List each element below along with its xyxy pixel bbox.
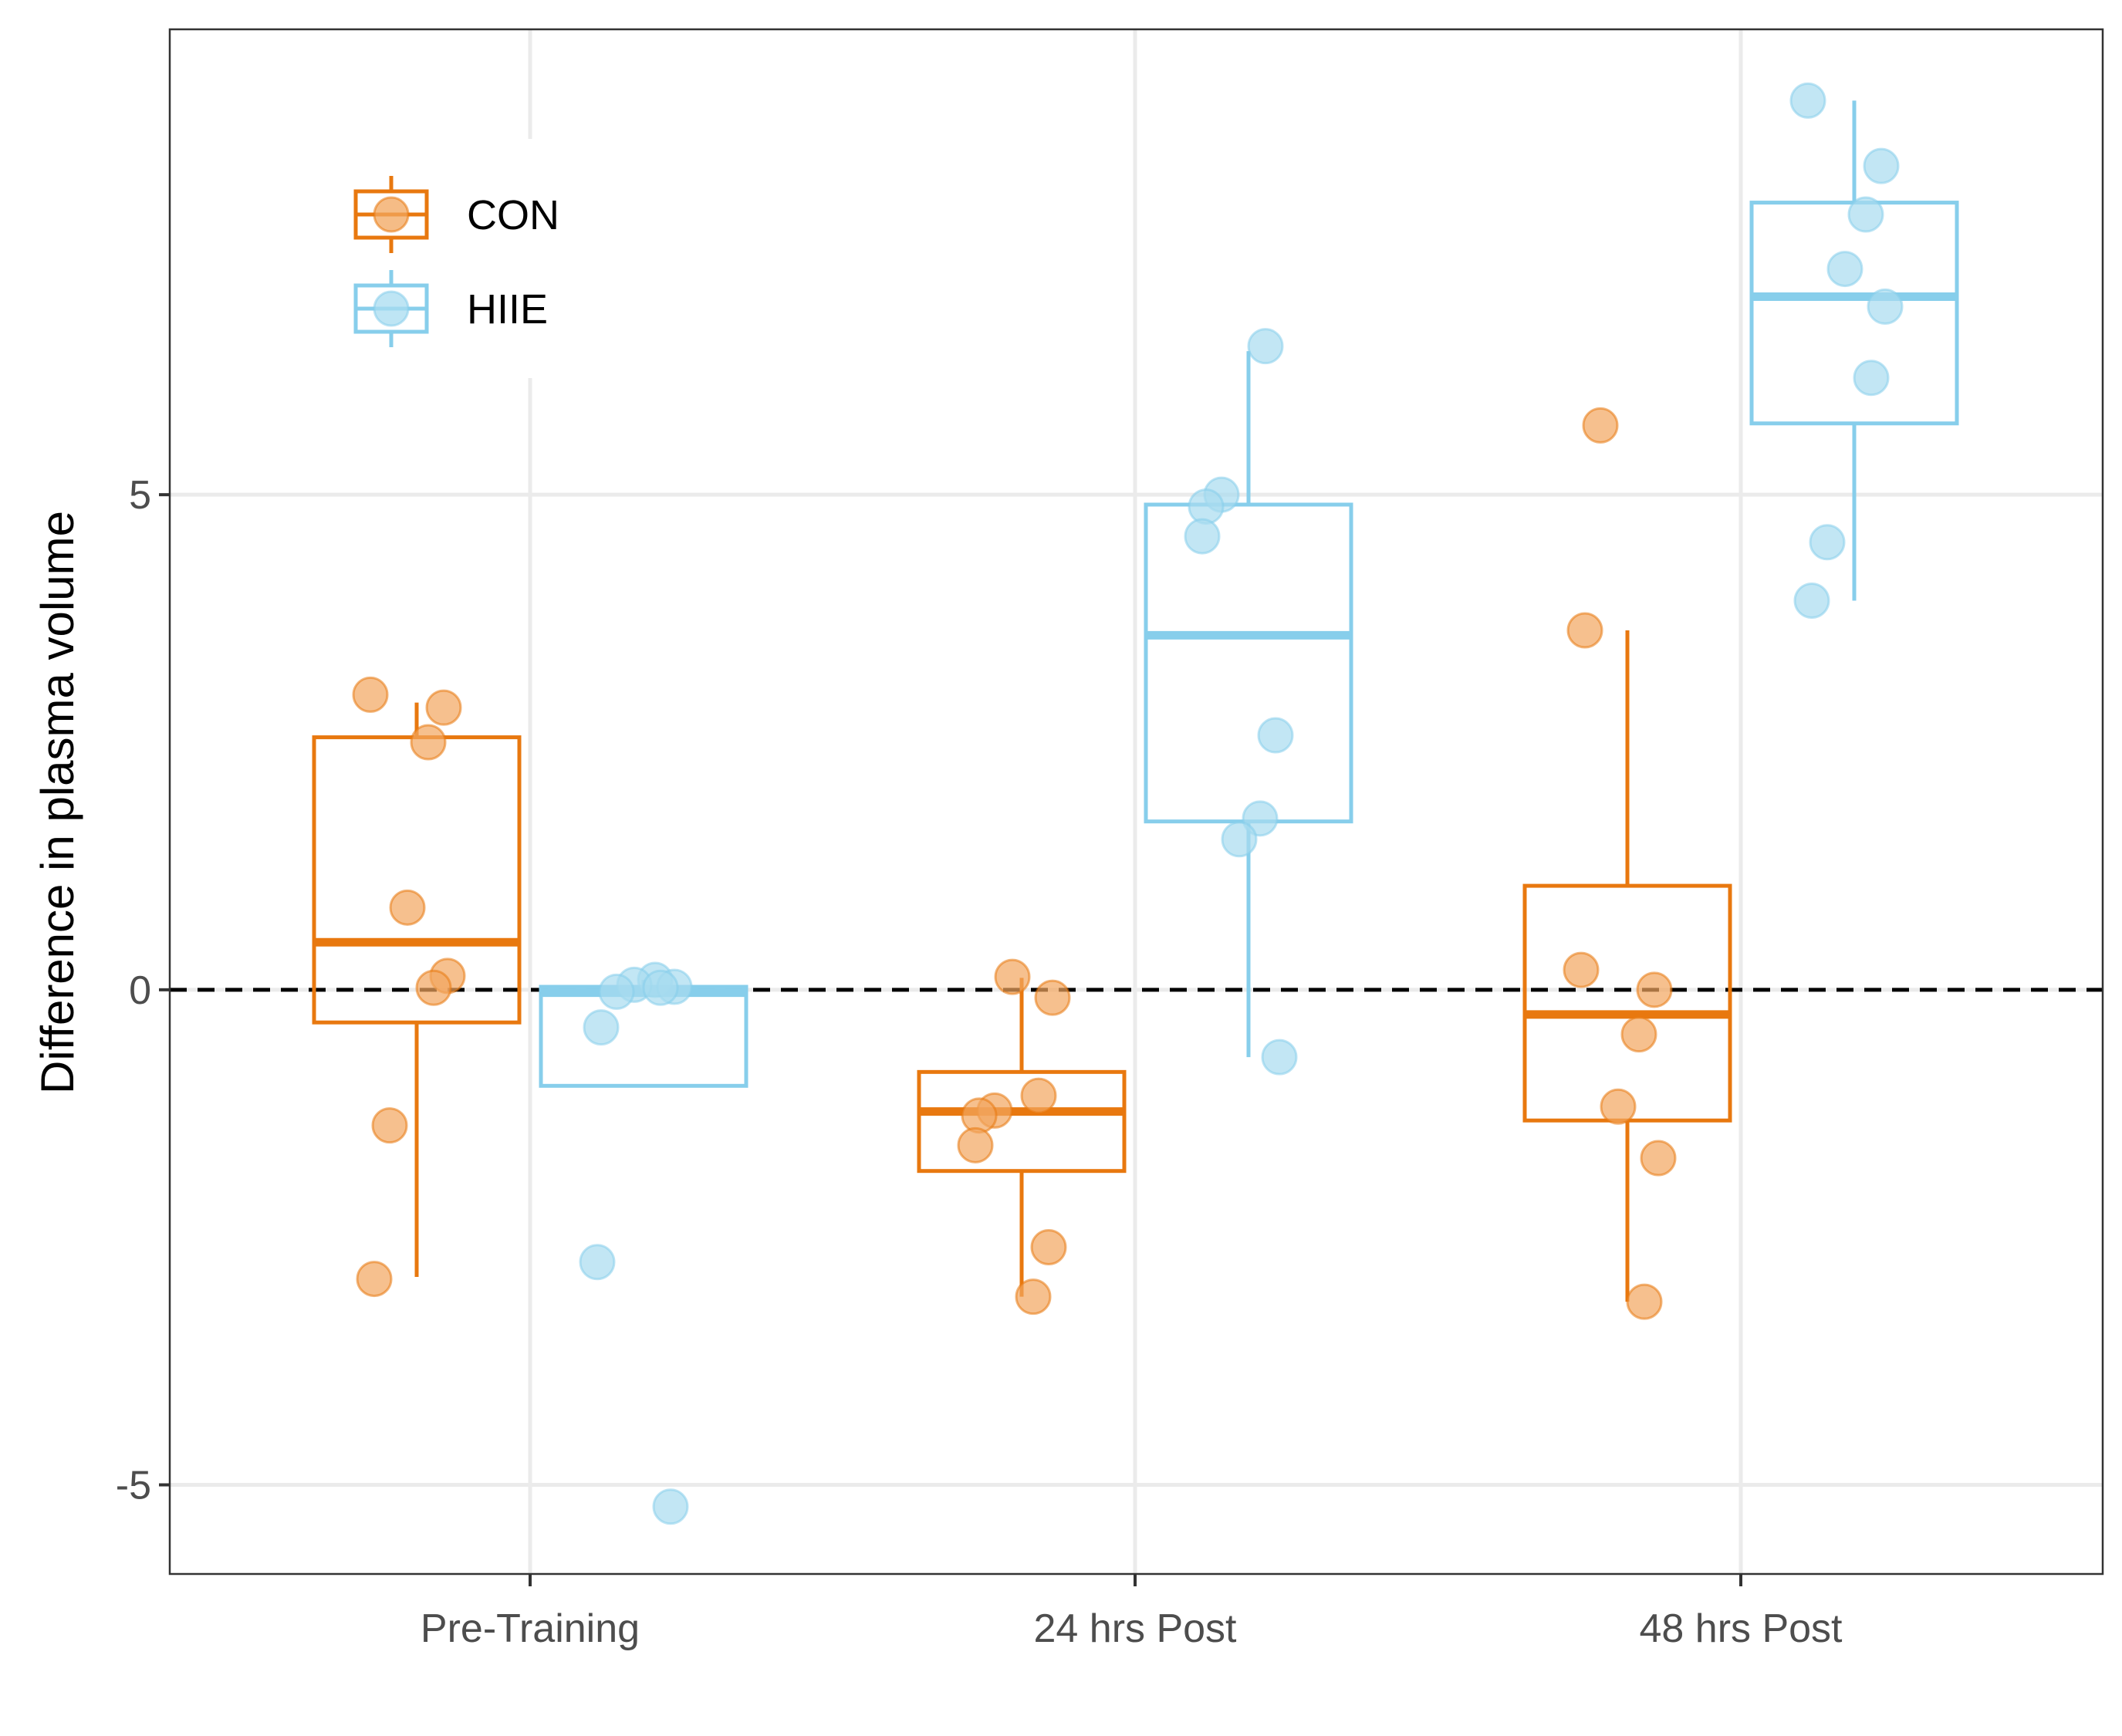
data-point-con: [957, 1126, 994, 1164]
data-point-hiie: [1853, 360, 1890, 397]
data-point-hiie: [652, 1488, 689, 1525]
y-axis: -5 0 5: [116, 473, 170, 1508]
data-point-hiie: [1826, 251, 1864, 288]
data-point-hiie: [579, 1244, 616, 1281]
data-point-hiie: [1809, 524, 1846, 561]
box-iqr: [917, 1069, 1127, 1174]
legend-item-hiie: HIIE: [353, 270, 548, 347]
data-point-con: [1566, 612, 1603, 649]
y-tick-label: 0: [129, 968, 151, 1013]
legend-key-point: [373, 196, 410, 233]
legend: CON HIIE: [332, 139, 625, 378]
data-point-hiie: [1847, 196, 1884, 233]
data-point-con: [1620, 1016, 1657, 1053]
legend-item-con: CON: [353, 176, 559, 253]
data-point-con: [410, 724, 447, 761]
y-tick-label: 5: [129, 473, 151, 518]
x-tick-label: 48 hrs Post: [1639, 1606, 1843, 1651]
x-tick-label: 24 hrs Post: [1033, 1606, 1237, 1651]
data-point-hiie: [1867, 288, 1904, 325]
data-point-hiie: [1184, 518, 1221, 555]
data-point-hiie: [642, 969, 679, 1006]
data-point-hiie: [1793, 582, 1830, 619]
y-tick-label: -5: [116, 1464, 151, 1508]
data-point-con: [425, 689, 462, 726]
legend-label: CON: [467, 192, 559, 238]
data-point-con: [961, 1097, 998, 1134]
data-point-hiie: [1247, 328, 1284, 365]
data-point-con: [371, 1107, 408, 1144]
data-point-hiie: [1789, 82, 1826, 119]
data-point-con: [1034, 979, 1071, 1016]
data-point-con: [1640, 1140, 1677, 1177]
legend-background: [332, 139, 625, 378]
data-point-con: [1563, 951, 1600, 988]
data-point-con: [389, 889, 426, 926]
data-point-hiie: [598, 973, 635, 1010]
data-point-con: [415, 969, 452, 1006]
data-point-hiie: [1261, 1039, 1298, 1076]
data-point-con: [1582, 407, 1619, 444]
data-point-con: [1015, 1278, 1052, 1316]
data-point-con: [356, 1261, 393, 1298]
data-point-hiie: [1221, 821, 1258, 858]
data-point-con: [352, 676, 389, 713]
data-point-con: [994, 958, 1031, 995]
data-point-hiie: [583, 1009, 620, 1046]
data-points: [352, 82, 1904, 1525]
y-axis-title: Difference in plasma volume: [32, 511, 83, 1094]
data-point-con: [1600, 1088, 1637, 1125]
boxplot-con-1: [917, 978, 1127, 1297]
data-point-hiie: [1188, 488, 1225, 525]
data-point-hiie: [1863, 147, 1900, 184]
data-point-hiie: [1257, 717, 1294, 754]
x-tick-label: Pre-Training: [421, 1606, 640, 1651]
data-point-con: [1030, 1229, 1067, 1265]
legend-label: HIIE: [467, 286, 548, 333]
x-axis: Pre-Training 24 hrs Post 48 hrs Post: [421, 1574, 1843, 1651]
data-point-con: [1636, 971, 1673, 1008]
data-point-con: [1626, 1283, 1663, 1320]
data-point-con: [1020, 1077, 1057, 1114]
legend-key-point: [373, 290, 410, 327]
